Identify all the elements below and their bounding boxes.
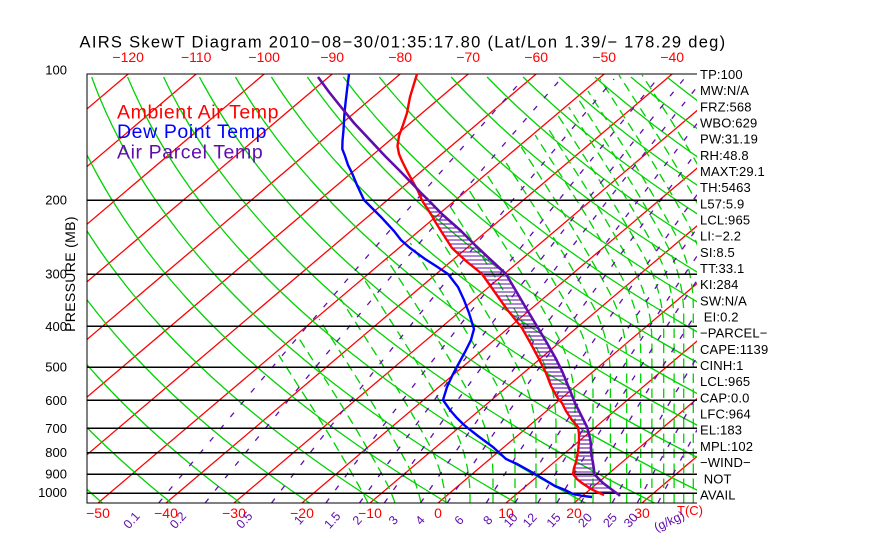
svg-text:300: 300 [45,267,67,282]
svg-text:−60: −60 [524,49,548,65]
svg-text:100: 100 [45,63,67,78]
svg-text:RH:48.8: RH:48.8 [700,148,749,163]
svg-text:10: 10 [498,505,514,521]
svg-text:TH:5463: TH:5463 [700,180,751,195]
svg-text:−40: −40 [660,49,684,65]
svg-text:Dew Point Temp: Dew Point Temp [117,121,267,143]
svg-text:LCL:965: LCL:965 [700,213,750,228]
svg-text:−110: −110 [181,49,212,65]
svg-text:FRZ:568: FRZ:568 [700,99,752,114]
svg-text:CAPE:1139: CAPE:1139 [700,342,768,357]
svg-text:200: 200 [45,193,67,208]
svg-text:CAP:0.0: CAP:0.0 [700,390,749,405]
svg-text:LCL:965: LCL:965 [700,374,750,389]
svg-text:PRESSURE (MB): PRESSURE (MB) [62,216,78,332]
svg-text:800: 800 [45,445,67,460]
svg-text:−120: −120 [112,49,144,65]
svg-text:AVAIL: AVAIL [700,487,736,502]
svg-text:T(C): T(C) [677,503,703,518]
svg-text:MPL:102: MPL:102 [700,439,753,454]
svg-text:MW:N/A: MW:N/A [700,83,749,98]
svg-text:0: 0 [434,505,442,521]
svg-text:−30: −30 [222,505,246,521]
svg-text:AIRS SkewT Diagram 2010−08−30/: AIRS SkewT Diagram 2010−08−30/01:35:17.8… [80,34,727,52]
svg-text:1000: 1000 [38,485,67,500]
svg-text:900: 900 [45,467,67,482]
svg-text:EL:183: EL:183 [700,423,742,438]
svg-text:Air Parcel Temp: Air Parcel Temp [117,142,263,164]
svg-text:CINH:1: CINH:1 [700,358,744,373]
svg-text:−PARCEL−: −PARCEL− [700,326,767,341]
svg-text:−20: −20 [290,505,314,521]
svg-text:−50: −50 [86,505,110,521]
svg-text:30: 30 [634,505,650,521]
svg-text:600: 600 [45,393,67,408]
svg-text:−90: −90 [320,49,344,65]
svg-text:LI:−2.2: LI:−2.2 [700,229,741,244]
svg-text:SW:N/A: SW:N/A [700,293,747,308]
svg-text:MAXT:29.1: MAXT:29.1 [700,164,765,179]
svg-text:NOT: NOT [700,471,732,486]
svg-text:−70: −70 [456,49,480,65]
svg-text:SI:8.5: SI:8.5 [700,245,735,260]
svg-text:−10: −10 [358,505,382,521]
svg-text:500: 500 [45,360,67,375]
svg-text:−100: −100 [248,49,280,65]
svg-text:KI:284: KI:284 [700,277,739,292]
svg-text:LFC:964: LFC:964 [700,407,751,422]
svg-text:−50: −50 [592,49,616,65]
svg-text:L57:5.9: L57:5.9 [700,196,744,211]
svg-text:PW:31.19: PW:31.19 [700,132,758,147]
svg-text:TP:100: TP:100 [700,67,743,82]
svg-text:EI:0.2: EI:0.2 [700,310,739,325]
svg-text:−WIND−: −WIND− [700,455,751,470]
svg-text:−40: −40 [154,505,178,521]
svg-text:−80: −80 [388,49,412,65]
svg-text:20: 20 [566,505,582,521]
svg-text:Ambient Air Temp: Ambient Air Temp [117,102,279,124]
svg-text:TT:33.1: TT:33.1 [700,261,744,276]
svg-text:WBO:629: WBO:629 [700,116,757,131]
svg-text:400: 400 [45,319,67,334]
svg-text:700: 700 [45,421,67,436]
